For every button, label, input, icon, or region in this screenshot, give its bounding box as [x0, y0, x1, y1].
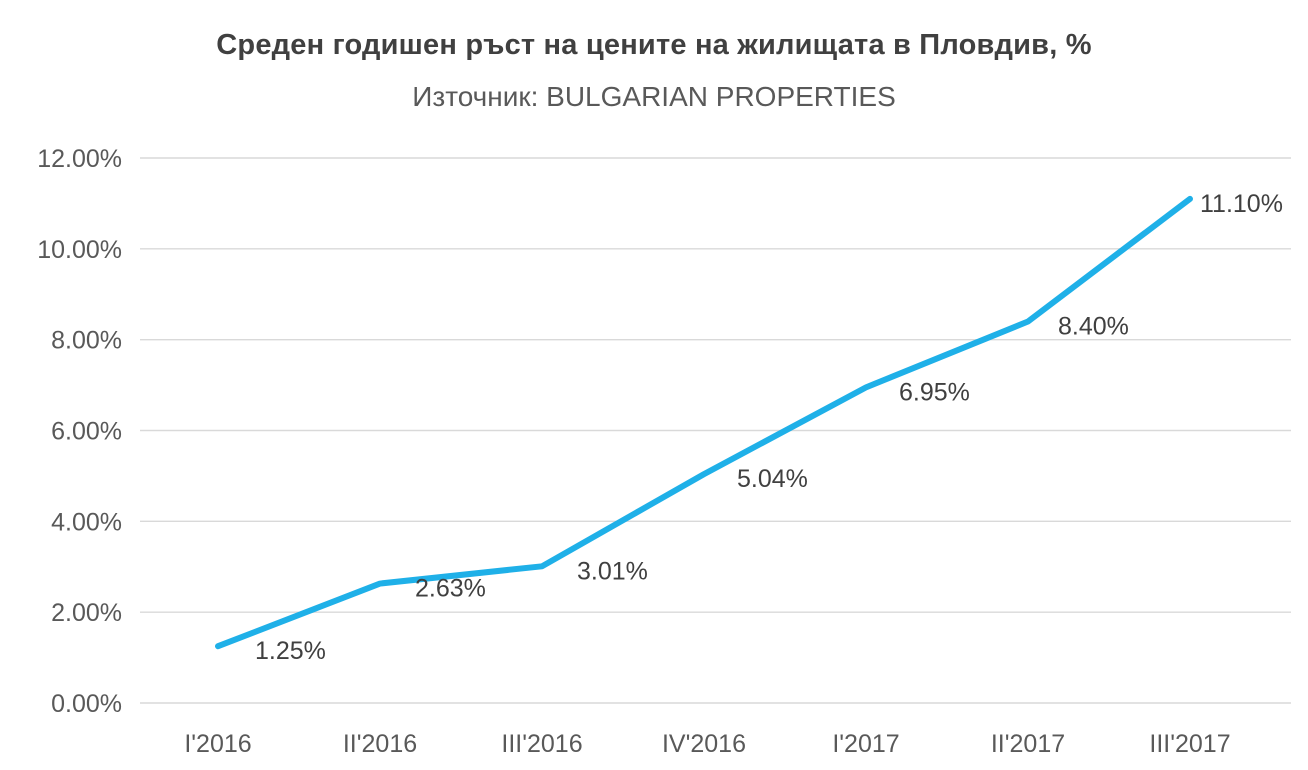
chart-subtitle: Източник: BULGARIAN PROPERTIES: [412, 81, 896, 112]
data-point-label: 11.10%: [1200, 190, 1283, 218]
y-axis-tick-label: 2.00%: [51, 599, 122, 627]
data-point-label: 3.01%: [577, 557, 648, 585]
y-axis-tick-label: 12.00%: [37, 145, 122, 173]
x-axis-category-label: II'2016: [343, 730, 417, 758]
data-point-label: 2.63%: [415, 575, 486, 603]
x-axis-category-label: I'2017: [832, 730, 899, 758]
x-axis-category-label: IV'2016: [662, 730, 746, 758]
x-axis-category-label: II'2017: [991, 730, 1065, 758]
x-axis-category-label: III'2017: [1149, 730, 1230, 758]
x-axis-category-label: III'2016: [501, 730, 582, 758]
chart-title: Среден годишен ръст на цените на жилищат…: [216, 29, 1092, 61]
y-axis-tick-label: 4.00%: [51, 508, 122, 536]
y-axis-tick-label: 8.00%: [51, 327, 122, 355]
y-axis-tick-label: 0.00%: [51, 690, 122, 718]
data-point-label: 1.25%: [255, 637, 326, 665]
y-axis-tick-label: 6.00%: [51, 418, 122, 446]
y-axis-tick-label: 10.00%: [37, 236, 122, 264]
x-axis-category-label: I'2016: [184, 730, 251, 758]
data-series-line: [215, 195, 1193, 650]
data-point-label: 8.40%: [1058, 313, 1129, 341]
data-point-label: 6.95%: [899, 378, 970, 406]
data-point-label: 5.04%: [737, 465, 808, 493]
